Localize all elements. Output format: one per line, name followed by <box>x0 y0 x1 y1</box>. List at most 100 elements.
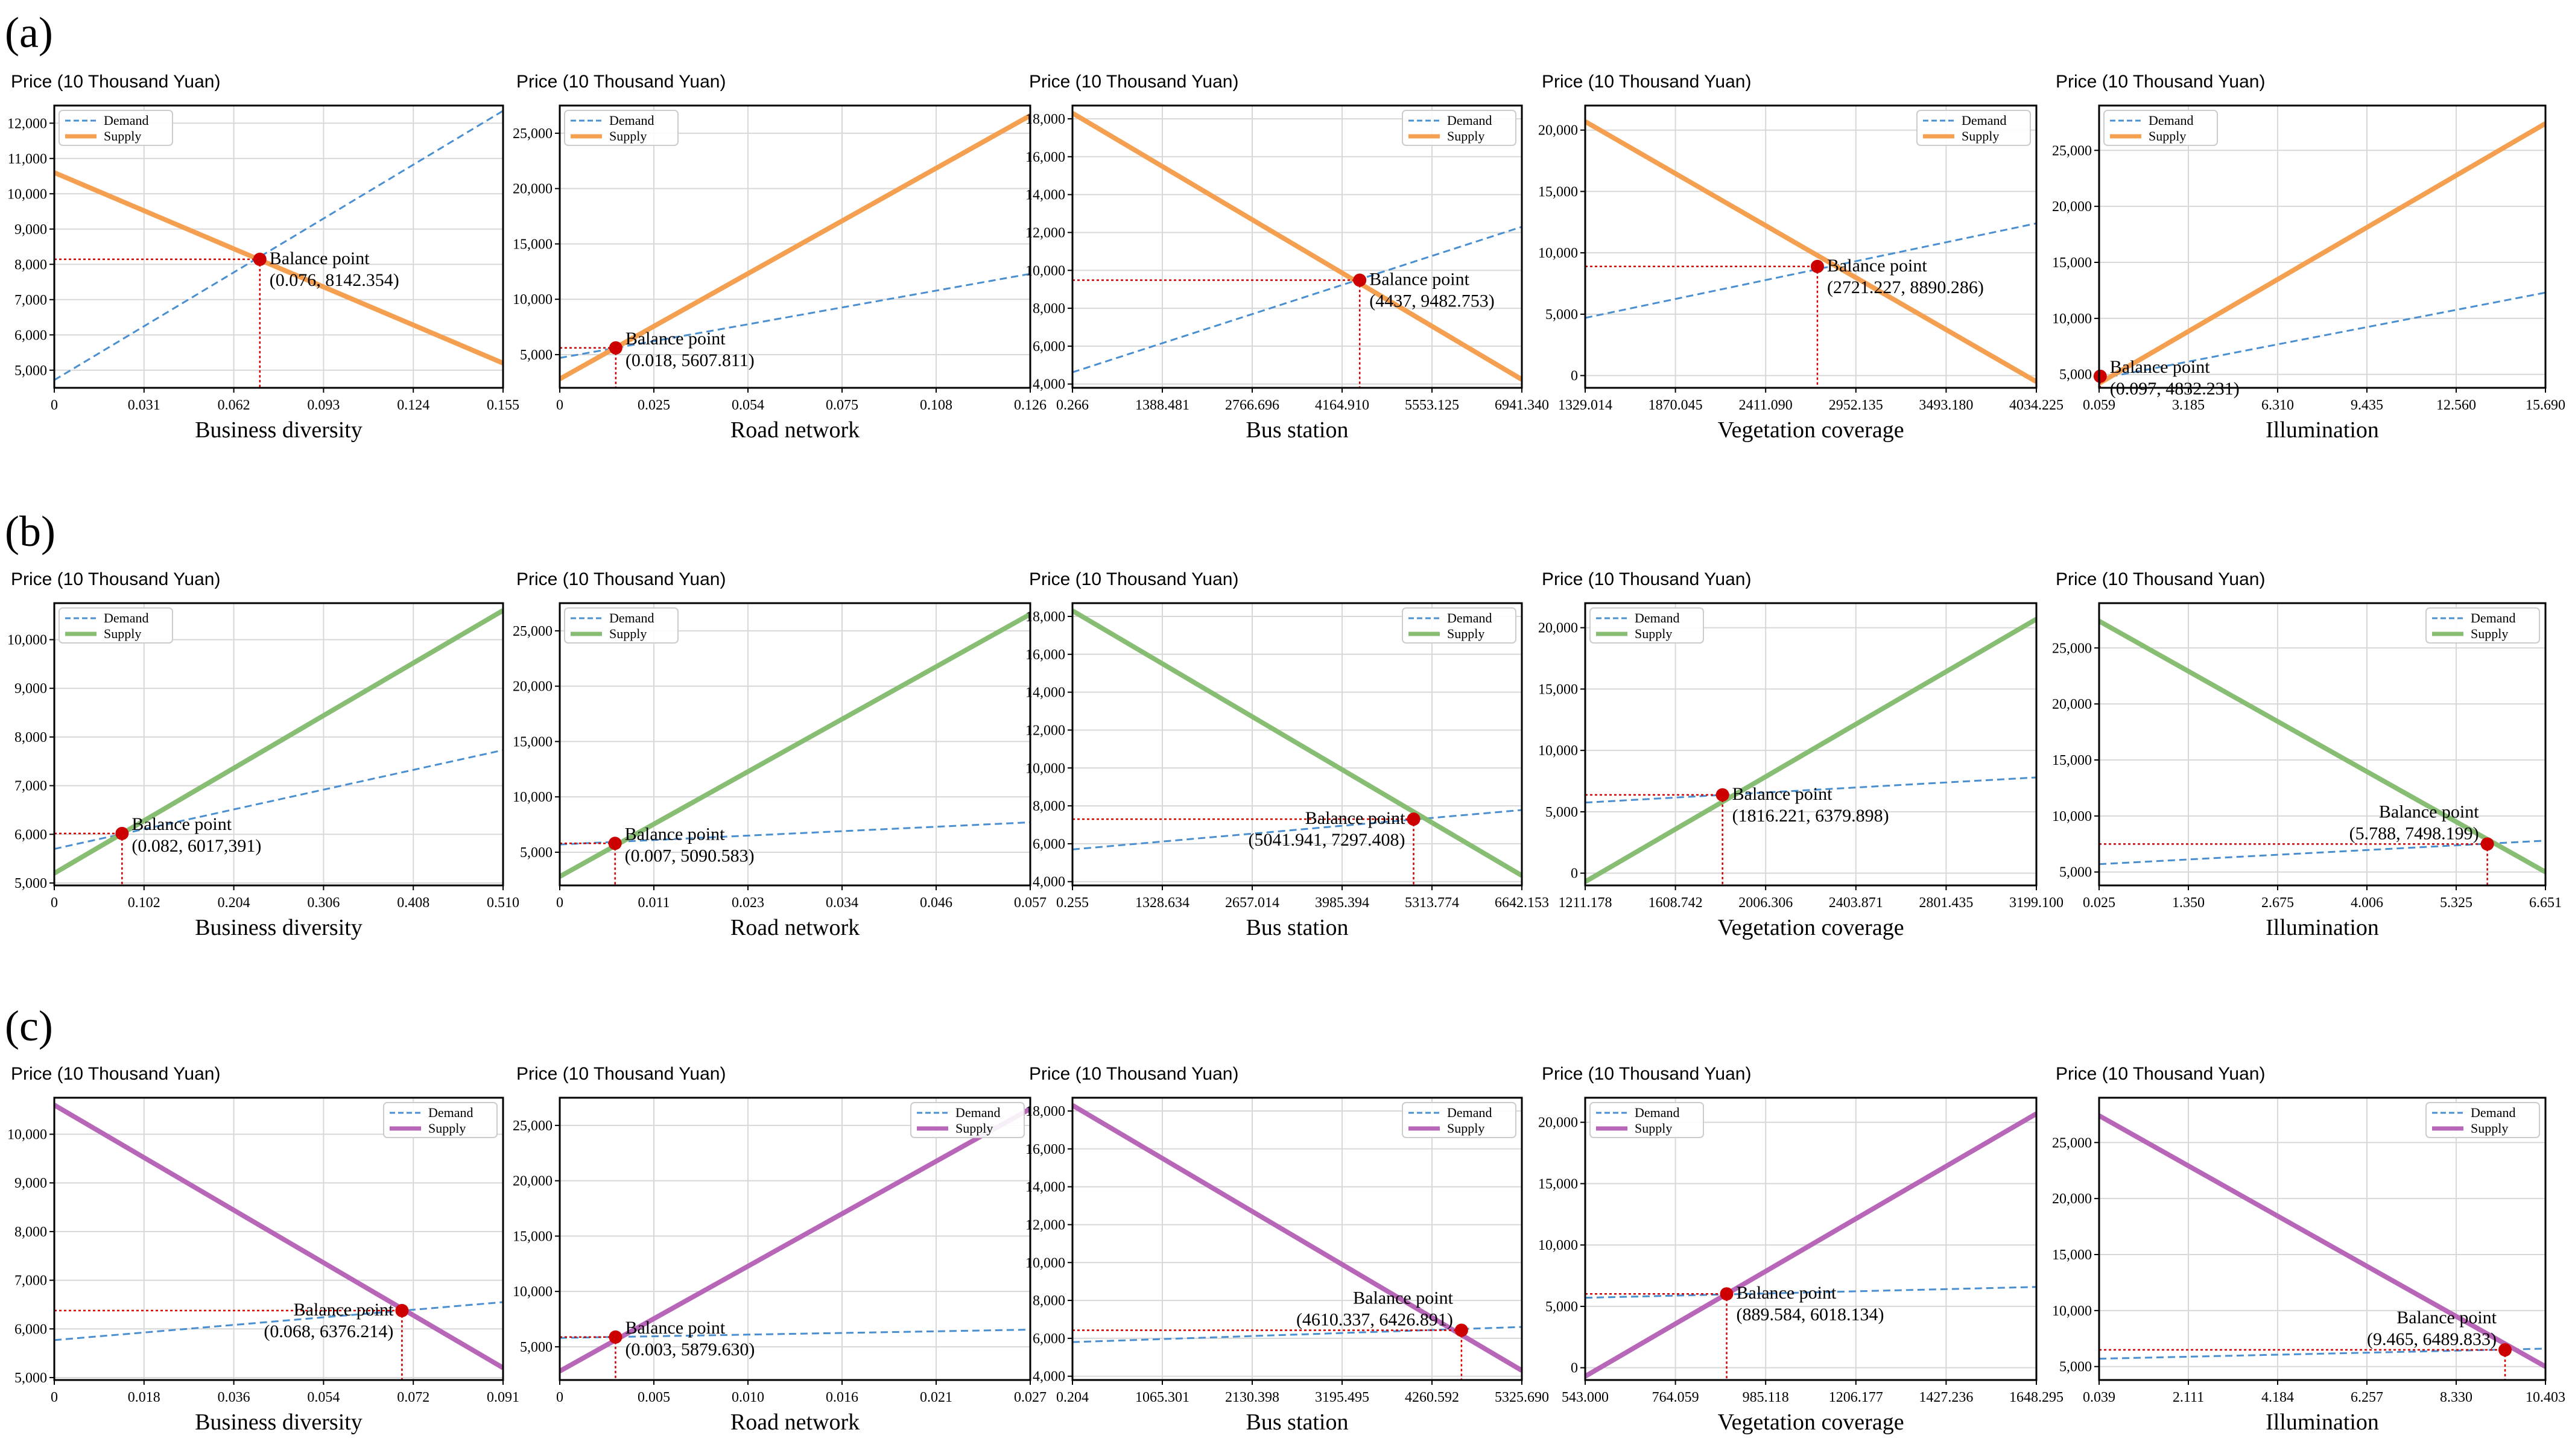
x-tick-label: 2006.306 <box>1738 895 1793 911</box>
x-tick-label: 0.266 <box>1056 397 1089 413</box>
x-tick-label: 0.091 <box>487 1390 519 1405</box>
legend-demand-label: Demand <box>2471 1105 2516 1120</box>
y-tick-label: 10,000 <box>513 790 553 805</box>
x-tick-label: 0.054 <box>732 397 764 413</box>
x-tick-label: 543.000 <box>1562 1390 1609 1405</box>
balance-point-coords: (0.003, 5879.630) <box>625 1340 755 1359</box>
balance-point-marker <box>253 252 267 266</box>
supply-line <box>2099 619 2545 875</box>
y-tick-label: 10,000 <box>1538 245 1578 261</box>
y-tick-label: 6,000 <box>1033 339 1065 355</box>
x-tick-label: 1211.178 <box>1558 895 1612 911</box>
y-tick-label: 5,000 <box>520 845 553 861</box>
x-axis-label: Business diversity <box>195 915 363 940</box>
legend-supply-label: Supply <box>1635 626 1672 641</box>
x-tick-label: 0.155 <box>487 397 519 413</box>
x-tick-label: 0.036 <box>218 1390 250 1405</box>
y-tick-label: 8,000 <box>14 1224 47 1240</box>
y-tick-label: 4,000 <box>1033 377 1065 393</box>
plot-frame <box>2098 602 2547 887</box>
y-tick-label: 18,000 <box>1025 1104 1065 1119</box>
y-tick-label: 20,000 <box>1538 123 1578 139</box>
y-tick-label: 10,000 <box>7 186 47 202</box>
y-tick-label: 10,000 <box>1538 1238 1578 1253</box>
legend-supply-label: Supply <box>609 128 647 144</box>
x-tick-label: 1388.481 <box>1135 397 1189 413</box>
plot-area <box>560 113 1030 381</box>
y-tick-label: 6,000 <box>14 328 47 343</box>
x-tick-label: 0.510 <box>487 895 519 911</box>
x-tick-label: 1065.301 <box>1135 1390 1189 1405</box>
x-tick-label: 1608.742 <box>1649 895 1703 911</box>
x-tick-label: 0.124 <box>397 397 429 413</box>
y-tick-label: 14,000 <box>1025 188 1065 203</box>
supply-line <box>1072 609 1522 878</box>
y-tick-label: 10,000 <box>7 633 47 648</box>
y-axis-title: Price (10 Thousand Yuan) <box>2056 72 2265 92</box>
legend-supply-label: Supply <box>955 1121 993 1136</box>
x-tick-label: 2130.398 <box>1225 1390 1279 1405</box>
supply-line <box>560 612 1030 879</box>
x-tick-label: 0.016 <box>826 1390 858 1405</box>
chart-panel: Price (10 Thousand Yuan) 543.000 764.059 98… <box>1538 1064 2064 1435</box>
x-tick-label: 0.062 <box>218 397 250 413</box>
balance-point-marker <box>609 341 622 355</box>
supply-line <box>2099 121 2545 386</box>
plot-area <box>560 1106 1030 1373</box>
y-tick-label: 6,000 <box>14 1321 47 1337</box>
y-tick-label: 5,000 <box>2059 367 2092 383</box>
x-tick-label: 1648.295 <box>2009 1390 2064 1405</box>
balance-point-marker <box>395 1303 409 1317</box>
x-tick-label: 3.185 <box>2172 397 2205 413</box>
y-tick-label: 10,000 <box>1025 263 1065 279</box>
x-tick-label: 0.108 <box>920 397 952 413</box>
x-axis-label: Vegetation coverage <box>1717 1410 1904 1435</box>
x-tick-label: 0 <box>556 397 563 413</box>
balance-point-label: Balance point <box>1305 808 1405 828</box>
x-tick-label: 0.306 <box>307 895 340 911</box>
balance-point-label: Balance point <box>131 814 232 834</box>
balance-point-label: Balance point <box>294 1300 394 1320</box>
balance-point-marker <box>2480 837 2494 851</box>
x-axis-label: Illumination <box>2266 915 2379 940</box>
balance-point-label: Balance point <box>1353 1288 1453 1308</box>
chart-panel: Price (10 Thousand Yuan) 0 0.011 0.023 0.034… <box>513 569 1047 940</box>
legend-supply-label: Supply <box>2471 626 2508 641</box>
balance-point-label: Balance point <box>625 824 725 844</box>
balance-point-marker <box>2093 369 2107 383</box>
x-axis-label: Road network <box>730 417 860 443</box>
y-axis-title: Price (10 Thousand Yuan) <box>516 1064 726 1084</box>
x-tick-label: 0.057 <box>1014 895 1047 911</box>
balance-point-marker <box>115 826 129 840</box>
x-tick-label: 0.072 <box>397 1390 429 1405</box>
legend-supply-label: Supply <box>1447 128 1484 144</box>
y-tick-label: 6,000 <box>1033 837 1065 852</box>
y-tick-label: 12,000 <box>7 116 47 131</box>
plot-frame <box>2098 1097 2547 1381</box>
x-tick-label: 4164.910 <box>1315 397 1369 413</box>
y-axis-title: Price (10 Thousand Yuan) <box>516 569 726 589</box>
plot-frame <box>1071 602 1523 887</box>
y-tick-label: 15,000 <box>1538 1176 1578 1192</box>
y-tick-label: 8,000 <box>14 730 47 745</box>
y-axis-title: Price (10 Thousand Yuan) <box>1029 1064 1238 1084</box>
y-tick-label: 20,000 <box>513 182 553 197</box>
y-tick-label: 15,000 <box>513 236 553 252</box>
legend-demand-label: Demand <box>1447 113 1492 128</box>
supply-line <box>560 113 1030 381</box>
x-tick-label: 0.010 <box>732 1390 764 1405</box>
x-tick-label: 0.075 <box>826 397 858 413</box>
y-tick-label: 14,000 <box>1025 685 1065 701</box>
plot-frame <box>559 104 1031 389</box>
legend-demand-label: Demand <box>1962 113 2007 128</box>
y-tick-label: 0 <box>1571 369 1578 384</box>
legend-demand-label: Demand <box>428 1105 474 1120</box>
balance-point-label: Balance point <box>2110 357 2210 377</box>
